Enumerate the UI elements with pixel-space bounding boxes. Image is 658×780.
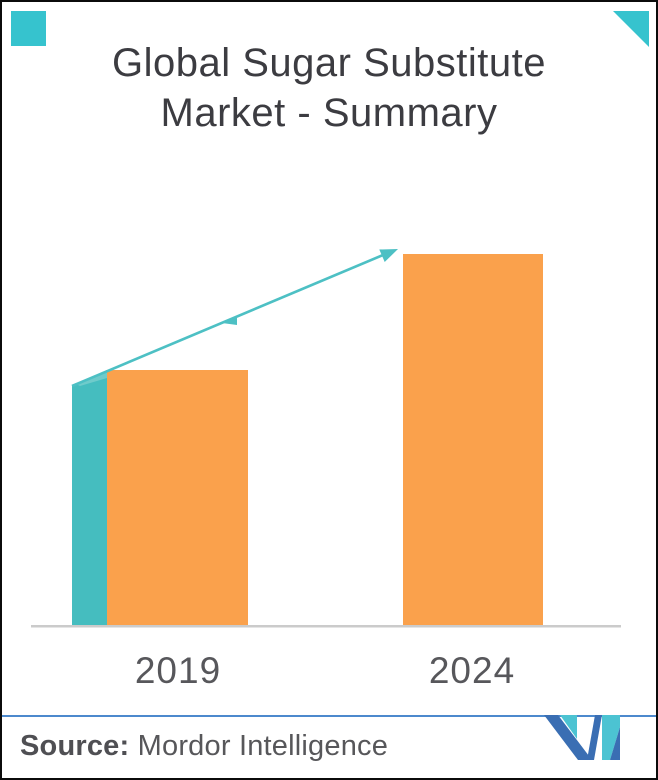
source-label: Source: <box>20 730 130 762</box>
logo-teal-right-slab <box>602 715 620 760</box>
bar-2019 <box>107 370 248 625</box>
x-axis-label-2019: 2019 <box>134 650 222 691</box>
growth-arrow-head <box>379 249 398 262</box>
bar-2019-side-face <box>72 370 107 625</box>
logo-teal-wedge <box>560 715 577 739</box>
corner-accent-top-left <box>11 11 46 46</box>
logo-blue-middle-stroke <box>587 715 602 760</box>
source-name: Mordor Intelligence <box>137 730 389 762</box>
growth-arrow-mid-marker <box>222 317 237 325</box>
bar-2024 <box>403 254 543 625</box>
mordor-intelligence-mi-logo-icon <box>544 715 620 760</box>
chart-title-line2: Market - Summary <box>160 91 498 135</box>
growth-arrow-line <box>71 253 384 388</box>
source-attribution: Source: Mordor Intelligence <box>20 729 388 763</box>
chart-title: Global Sugar Substitute Market - Summary <box>2 38 656 138</box>
footer-divider-line <box>2 715 656 717</box>
logo-blue-left-stroke <box>544 715 592 760</box>
corner-accent-top-right <box>613 11 649 47</box>
logo-blue-right-triangle <box>610 727 620 760</box>
x-axis-label-2024: 2024 <box>428 650 516 691</box>
x-axis-line <box>31 625 621 628</box>
chart-title-line1: Global Sugar Substitute <box>112 41 546 85</box>
